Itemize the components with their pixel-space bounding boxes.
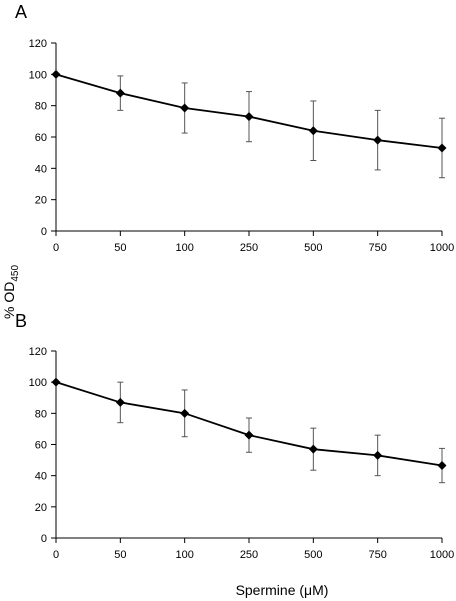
x-axis-title: Spermine (μM) (236, 582, 329, 598)
panel-b-x-tick-label: 500 (304, 549, 322, 561)
panel-b-y-tick-label: 40 (35, 471, 47, 483)
panel-a-y-tick-label: 0 (41, 226, 47, 238)
panel-a: A 0 20 40 60 80 100 120 0 50 100 250 500 750 1000 (15, 2, 454, 254)
panel-a-data-point (115, 88, 125, 98)
panel-a-data-point (244, 112, 254, 122)
panel-b: B 0 20 40 60 80 100 120 0 50 100 250 500 750 1000 (15, 311, 454, 561)
panel-b-data-point (180, 408, 190, 418)
panel-b-x-tick-label: 750 (368, 549, 386, 561)
panel-b-x-tick-label: 50 (114, 549, 126, 561)
panel-b-y-tick-label: 80 (35, 408, 47, 420)
panel-b-data-point (51, 377, 61, 387)
panel-a-y-tick-label: 100 (29, 69, 47, 81)
panel-a-x-tick-label: 500 (304, 242, 322, 254)
panel-b-data-point (115, 397, 125, 407)
panel-a-y-tick-label: 60 (35, 132, 47, 144)
panel-a-y-tick-label: 80 (35, 101, 47, 113)
panel-a-y-tick-label: 20 (35, 195, 47, 207)
panel-a-x-tick-label: 50 (114, 242, 126, 254)
panel-b-data-point (244, 430, 254, 440)
panel-a-x-tick-label: 750 (368, 242, 386, 254)
panel-b-data-point (308, 444, 318, 454)
panel-b-y-tick-label: 20 (35, 502, 47, 514)
panel-b-y-tick-label: 100 (29, 377, 47, 389)
panel-a-x-tick-label: 0 (53, 242, 59, 254)
panel-b-x-tick-label: 0 (53, 549, 59, 561)
panel-a-x-tick-label: 100 (175, 242, 193, 254)
panel-b-y-tick-label: 0 (41, 533, 47, 545)
panel-a-data-point (180, 103, 190, 113)
panel-b-label: B (15, 311, 27, 331)
y-axis-title: % OD450 (1, 265, 21, 319)
panel-b-x-tick-label: 100 (175, 549, 193, 561)
panel-b-y-tick-label: 60 (35, 440, 47, 452)
panel-a-y-tick-label: 120 (29, 38, 47, 50)
panel-a-data-point (51, 69, 61, 79)
panel-a-x-tick-label: 250 (240, 242, 258, 254)
panel-a-label: A (15, 2, 27, 22)
panel-a-data-point (437, 143, 447, 153)
panel-b-data-point (437, 461, 447, 471)
y-axis-title-subscript: 450 (10, 265, 21, 282)
panel-b-x-tick-label: 1000 (430, 549, 454, 561)
panel-a-y-tick-label: 40 (35, 163, 47, 175)
panel-a-data-point (373, 135, 383, 145)
y-axis-title-main: % OD (1, 282, 17, 319)
panel-b-data-point (373, 450, 383, 460)
panel-a-data-point (308, 126, 318, 136)
panel-b-y-tick-label: 120 (29, 346, 47, 358)
panel-b-x-tick-label: 250 (240, 549, 258, 561)
panel-a-x-tick-label: 1000 (430, 242, 454, 254)
